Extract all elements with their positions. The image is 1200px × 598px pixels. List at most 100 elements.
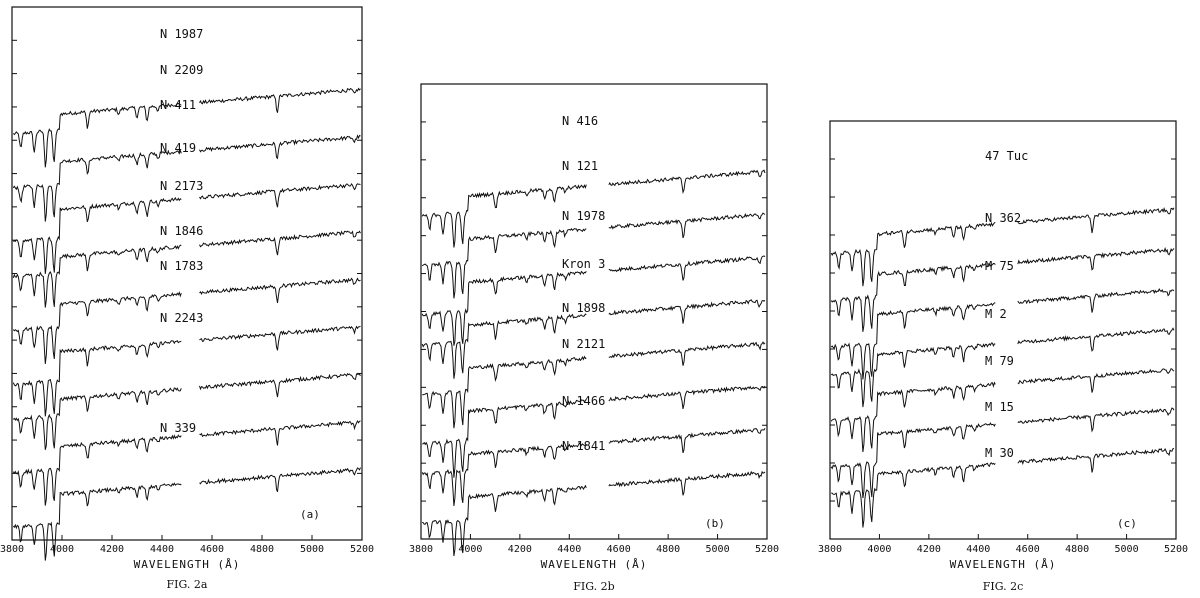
spectrum-blue-4 [12, 291, 182, 364]
spectrum-red-7 [608, 470, 766, 496]
panel-c-spectra [830, 207, 1175, 528]
x-tick-label: 5200 [1164, 544, 1188, 555]
x-tick-label: 4200 [917, 544, 941, 555]
spectrum-red-3 [1017, 327, 1175, 352]
series-label: N 1978 [562, 209, 605, 223]
panel-b-series-labels: N 416 N 121 N 1978 Kron 3 N 1898 N 2121 N 1466… [562, 114, 605, 453]
spectrum-red-4 [199, 277, 361, 303]
series-label: N 121 [562, 159, 598, 173]
panel-c-yticks [830, 158, 1176, 502]
x-tick-label: 4000 [458, 544, 482, 555]
series-label: M 30 [985, 446, 1014, 460]
panel-b-xlabel: WAVELENGTH (Å) [541, 558, 648, 571]
spectrum-blue-4 [422, 355, 587, 429]
series-label: M 75 [985, 259, 1014, 273]
spectrum-blue-6 [12, 387, 182, 450]
series-label: N 2209 [160, 63, 203, 77]
spectrum-red-2 [199, 182, 361, 208]
series-label: N 339 [160, 421, 196, 435]
panel-c-xlabel: WAVELENGTH (Å) [950, 558, 1057, 571]
spectrum-red-0 [608, 169, 766, 195]
panel-b: 3800 4000 4200 4400 4600 4800 5000 5200 N 416N … [409, 83, 779, 593]
series-label: N 1783 [160, 259, 203, 273]
panel-c-xticks: 3800 4000 4200 4400 4600 4800 5000 5200 [818, 534, 1188, 555]
series-label: N 411 [160, 98, 196, 112]
spectrum-red-7 [199, 419, 361, 446]
panel-b-yticks [421, 121, 767, 502]
x-tick-label: 4400 [557, 544, 581, 555]
series-label: N 419 [160, 141, 196, 155]
spectrum-blue-7 [422, 484, 587, 557]
spectrum-red-6 [1017, 447, 1174, 473]
spectrum-red-6 [199, 372, 361, 398]
panel-a-series-labels: N 1987 N 2209 N 411 N 419 N 2173 N 1846 N 1783… [160, 27, 203, 435]
spectrum-blue-3 [830, 342, 996, 408]
x-tick-label: 4800 [1065, 544, 1089, 555]
panel-b-xticks: 3800 4000 4200 4400 4600 4800 5000 5200 [409, 534, 779, 555]
spectrum-red-1 [1017, 246, 1175, 271]
series-label: 47 Tuc [985, 149, 1028, 163]
panel-a: 3800 4000 4200 4400 4600 4800 5000 5200 N 1987N… [0, 6, 374, 591]
panel-a-xticks: 3800 4000 4200 4400 4600 4800 5000 5200 [0, 535, 374, 555]
x-tick-label: 4000 [867, 544, 891, 555]
x-tick-label: 5000 [706, 544, 730, 555]
spectrum-red-5 [1017, 407, 1175, 433]
spectrum-blue-0 [12, 102, 182, 168]
panel-c-label: (c) [1117, 517, 1137, 530]
x-tick-label: 5200 [755, 544, 779, 555]
series-label: N 416 [562, 114, 598, 128]
panel-b-caption: FIG. 2b [573, 580, 614, 593]
spectrum-blue-2 [421, 270, 587, 346]
spectrum-blue-4 [830, 381, 996, 453]
x-tick-label: 4400 [966, 544, 990, 555]
panel-a-yticks [12, 39, 362, 508]
spectrum-red-1 [199, 134, 361, 160]
x-tick-label: 5000 [300, 544, 324, 555]
spectrum-blue-1 [421, 227, 587, 299]
spectrum-red-3 [199, 230, 361, 256]
panel-b-label: (b) [705, 517, 725, 530]
spectrum-red-2 [608, 255, 766, 281]
spectrum-red-5 [199, 325, 361, 351]
panel-c-series-labels: 47 Tuc N 362 M 75 M 2 M 79 M 15 M 30 [985, 149, 1028, 460]
x-tick-label: 4800 [250, 544, 274, 555]
spectrum-red-8 [199, 467, 361, 492]
panel-a-label: (a) [300, 508, 320, 521]
x-tick-label: 5000 [1115, 544, 1139, 555]
spectrum-red-0 [1017, 207, 1175, 234]
spectrum-blue-6 [831, 462, 996, 528]
series-label: N 2173 [160, 179, 203, 193]
panel-a-xlabel: WAVELENGTH (Å) [134, 558, 241, 571]
spectrum-blue-5 [422, 399, 587, 478]
x-tick-label: 3800 [409, 544, 433, 555]
series-label: N 1987 [160, 27, 203, 41]
x-tick-label: 4600 [1016, 544, 1040, 555]
x-tick-label: 3800 [818, 544, 842, 555]
spectrum-blue-1 [12, 148, 182, 222]
x-tick-label: 5200 [350, 544, 374, 555]
panel-a-spectra [12, 87, 361, 561]
series-label: Kron 3 [562, 257, 605, 271]
series-label: M 15 [985, 400, 1014, 414]
series-label: N 1898 [562, 301, 605, 315]
spectrum-red-6 [608, 428, 766, 454]
spectrum-blue-2 [12, 196, 182, 274]
series-label: M 79 [985, 354, 1014, 368]
spectrum-red-5 [608, 385, 766, 410]
x-tick-label: 3800 [0, 544, 24, 555]
spectrum-blue-8 [12, 482, 182, 561]
spectrum-red-4 [608, 341, 766, 366]
x-tick-label: 4000 [50, 544, 74, 555]
spectrum-red-2 [1017, 288, 1175, 313]
spectrum-blue-5 [830, 422, 996, 499]
spectrum-blue-3 [421, 313, 587, 379]
spectrum-blue-0 [421, 184, 587, 248]
panel-c-caption: FIG. 2c [983, 580, 1024, 593]
spectrum-red-3 [608, 299, 766, 324]
x-tick-label: 4600 [607, 544, 631, 555]
spectrum-blue-1 [830, 262, 996, 332]
panel-a-caption: FIG. 2a [167, 578, 208, 591]
spectrum-red-0 [199, 87, 361, 113]
spectrum-blue-6 [421, 442, 587, 506]
